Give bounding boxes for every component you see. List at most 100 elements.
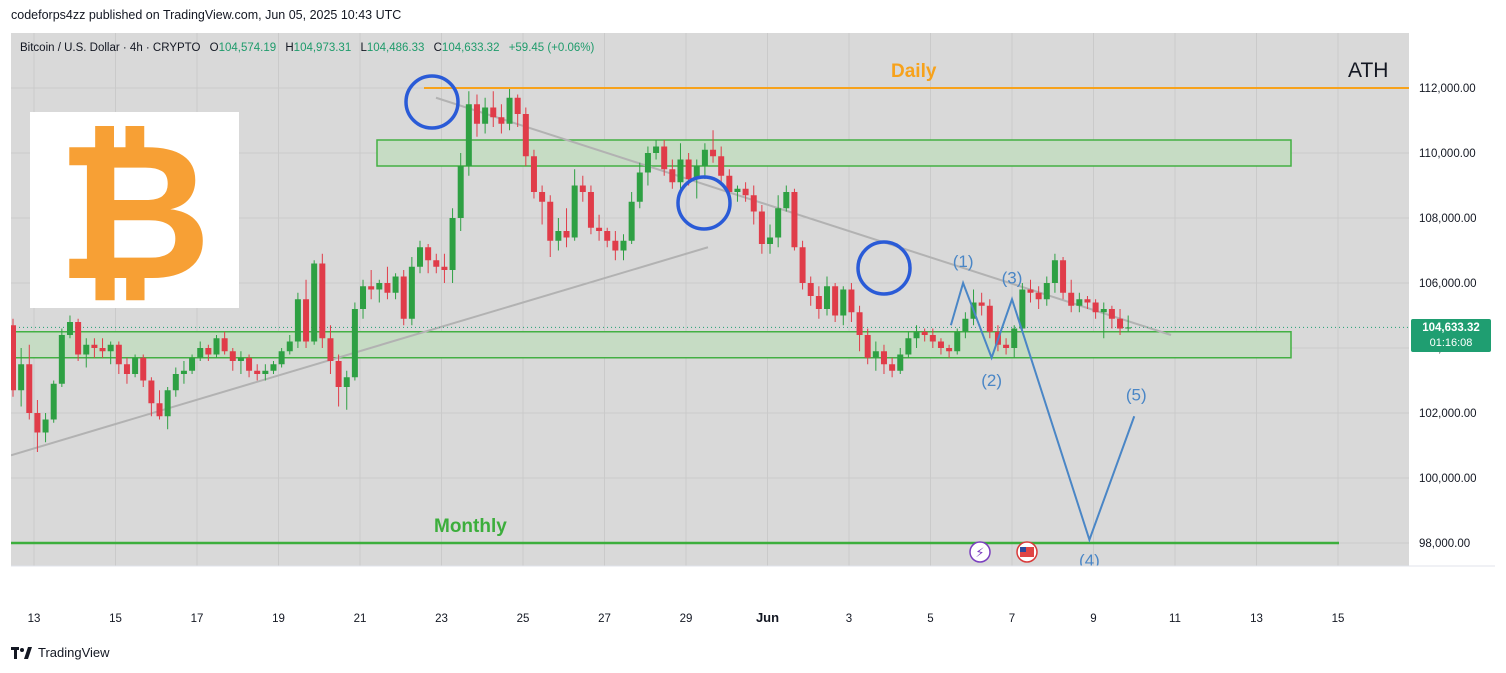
candle-body [864, 335, 871, 358]
candle-body [384, 283, 391, 293]
candle-body [693, 166, 700, 179]
candle-body [1019, 289, 1026, 329]
candle-body [482, 107, 489, 124]
candle-body [278, 351, 285, 365]
tradingview-brand[interactable]: TradingView [11, 645, 110, 660]
daily-label: Daily [891, 61, 937, 82]
candle-body [872, 351, 879, 358]
candle-body [783, 192, 790, 209]
candle-body [34, 413, 41, 433]
candle-body [360, 286, 367, 309]
wave-label: (3) [1002, 268, 1023, 287]
price-tick-label: 100,000.00 [1419, 473, 1477, 485]
candle-body [986, 305, 993, 332]
candle-body [115, 344, 122, 365]
candle-body [1011, 328, 1018, 348]
candle-body [66, 322, 73, 335]
monthly-label: Monthly [434, 516, 507, 537]
time-tick-label: 11 [1169, 613, 1181, 625]
candle-body [254, 370, 261, 374]
bitcoin-symbol-icon: ₿ [57, 102, 212, 323]
wave-path [949, 279, 1136, 543]
price-chart: (1) (2) (3) (4) (5) ₿ Bitcoin / U.S. Dollar … [11, 33, 1495, 633]
candle-body [1108, 309, 1115, 319]
time-tick-label: 15 [1332, 613, 1345, 625]
highlight-circle [856, 240, 912, 296]
time-tick-label: 29 [680, 613, 693, 625]
lightning-event-icon[interactable] [969, 541, 991, 563]
highlight-circle [676, 175, 732, 231]
candle-body [848, 289, 855, 313]
candle-body [1092, 302, 1099, 313]
candle-body [156, 403, 163, 417]
candle-body [807, 283, 814, 296]
candle-body [661, 146, 668, 170]
event-icons[interactable]: ⚡ [969, 541, 1038, 563]
plot-background [11, 33, 1409, 566]
candle-body [327, 338, 334, 361]
candle-body [457, 166, 464, 218]
candle-body [946, 348, 953, 352]
candle-body [465, 104, 472, 166]
candle-body [913, 331, 920, 339]
candle-body [11, 325, 16, 391]
candle-body [417, 247, 423, 267]
candle-body [1035, 292, 1042, 300]
us-flag-canton-icon [1020, 547, 1026, 552]
candle-body [392, 276, 399, 293]
candle-body [376, 283, 383, 290]
candle-body [726, 175, 733, 192]
candle-body [408, 266, 415, 319]
candle-body [50, 383, 57, 420]
candle-body [824, 286, 830, 309]
candle-body [612, 240, 619, 251]
candle-body [514, 97, 521, 114]
lightning-glyph-icon: ⚡ [975, 546, 984, 561]
legend-change: +59.45 (+0.06%) [509, 42, 595, 54]
candle-body [579, 185, 586, 192]
candle-body [42, 419, 49, 433]
tradingview-brand-text: TradingView [38, 645, 110, 660]
candle-body [368, 286, 375, 290]
legend-row: Bitcoin / U.S. Dollar · 4h · CRYPTO O104… [20, 42, 595, 54]
candle-body [750, 195, 757, 212]
time-tick-label: 23 [435, 613, 448, 625]
price-tick-label: 112,000.00 [1419, 83, 1476, 95]
wave-label: (5) [1126, 385, 1147, 404]
time-tick-label: 21 [354, 613, 367, 625]
time-tick-label: 25 [517, 613, 530, 625]
candle-body [815, 296, 822, 309]
candle-body [897, 354, 904, 371]
candle-body [701, 149, 708, 166]
last-price-value: 104,633.32 [1422, 322, 1480, 334]
time-axis[interactable]: 13 15 17 19 21 23 25 27 29 Jun 3 5 7 9 11 13 15 [11, 565, 1495, 633]
candle-body [840, 289, 847, 316]
time-tick-label: 27 [598, 613, 611, 625]
candle-body [767, 237, 774, 244]
candle-body [180, 370, 187, 374]
candle-body [653, 146, 660, 153]
candle-body [742, 188, 749, 196]
candle-body [710, 149, 717, 157]
candle-body [99, 348, 106, 352]
candle-body [799, 247, 806, 283]
candle-body [530, 156, 537, 192]
candle-body [1084, 299, 1091, 303]
chart-area[interactable]: (1) (2) (3) (4) (5) ₿ Bitcoin / U.S. Dollar … [11, 33, 1495, 633]
candle-body [286, 341, 293, 352]
candle-body [83, 344, 90, 355]
candle-body [1125, 327, 1132, 329]
time-tick-label: 5 [927, 613, 933, 625]
candle-body [644, 153, 651, 173]
price-tick-label: 110,000.00 [1419, 148, 1476, 160]
candle-body [433, 260, 440, 267]
candle-body [237, 357, 244, 361]
time-axis-bg [11, 566, 1495, 633]
upper-resistance-zone [376, 139, 1292, 167]
price-axis[interactable]: 112,000.00 110,000.00 108,000.00 106,000.00… [1409, 33, 1495, 566]
candle-body [604, 231, 611, 241]
candle-body [75, 322, 82, 355]
candle-body [889, 364, 896, 371]
candle-body [1100, 309, 1107, 313]
candle-body [571, 185, 578, 238]
